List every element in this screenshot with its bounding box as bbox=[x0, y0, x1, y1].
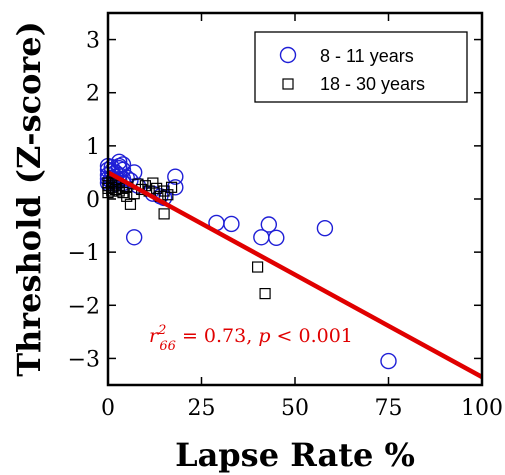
regression-line bbox=[106, 170, 484, 380]
data-point-square bbox=[124, 198, 137, 210]
y-axis-title: Threshold (Z-score) bbox=[10, 21, 48, 377]
x-tick-label: 50 bbox=[281, 396, 309, 421]
legend-square-icon bbox=[282, 78, 294, 90]
y-tick-label: −3 bbox=[68, 347, 100, 372]
legend: 8 - 11 years 18 - 30 years bbox=[254, 31, 468, 103]
data-point-square bbox=[162, 189, 174, 201]
x-tick-label: 0 bbox=[101, 396, 115, 421]
x-tick-label: 25 bbox=[188, 396, 216, 421]
data-point-circle bbox=[316, 220, 334, 237]
axis-ticks: 0 25 50 75 100 −3 −2 −1 0 1 2 3 bbox=[68, 13, 503, 421]
data-point-square bbox=[158, 185, 170, 197]
data-point-circle bbox=[260, 216, 278, 233]
y-tick-label: 2 bbox=[86, 82, 100, 107]
y-tick-label: 0 bbox=[86, 188, 100, 213]
data-point-circle bbox=[167, 168, 184, 185]
data-point-square bbox=[165, 181, 178, 193]
data-point-square bbox=[252, 261, 264, 273]
data-point-square bbox=[259, 287, 271, 300]
y-tick-label: 3 bbox=[86, 29, 100, 54]
legend-circle-icon bbox=[279, 46, 297, 64]
plot-frame bbox=[106, 11, 484, 387]
legend-label-children: 8 - 11 years bbox=[320, 46, 414, 66]
data-point-circle bbox=[167, 179, 184, 196]
data-point-circle bbox=[223, 215, 240, 233]
x-axis-title: Lapse Rate % bbox=[175, 436, 415, 474]
y-tick-label: 1 bbox=[86, 135, 100, 160]
data-point-circle bbox=[111, 153, 128, 171]
fit-annotation: r2 66 = 0.73, p < 0.001 bbox=[149, 323, 353, 354]
legend-box bbox=[254, 31, 468, 103]
data-point-square bbox=[121, 190, 133, 202]
x-tick-label: 100 bbox=[461, 396, 503, 421]
data-point-circle bbox=[125, 229, 143, 246]
data-point-circle bbox=[268, 229, 285, 246]
x-tick-label: 75 bbox=[375, 396, 403, 421]
y-tick-label: −1 bbox=[68, 241, 100, 266]
data-point-square bbox=[158, 208, 170, 220]
data-point-square bbox=[151, 182, 163, 194]
y-tick-label: −2 bbox=[68, 294, 100, 319]
legend-label-adults: 18 - 30 years bbox=[320, 74, 425, 94]
data-point-square bbox=[109, 183, 122, 196]
data-point-circle bbox=[380, 352, 397, 370]
